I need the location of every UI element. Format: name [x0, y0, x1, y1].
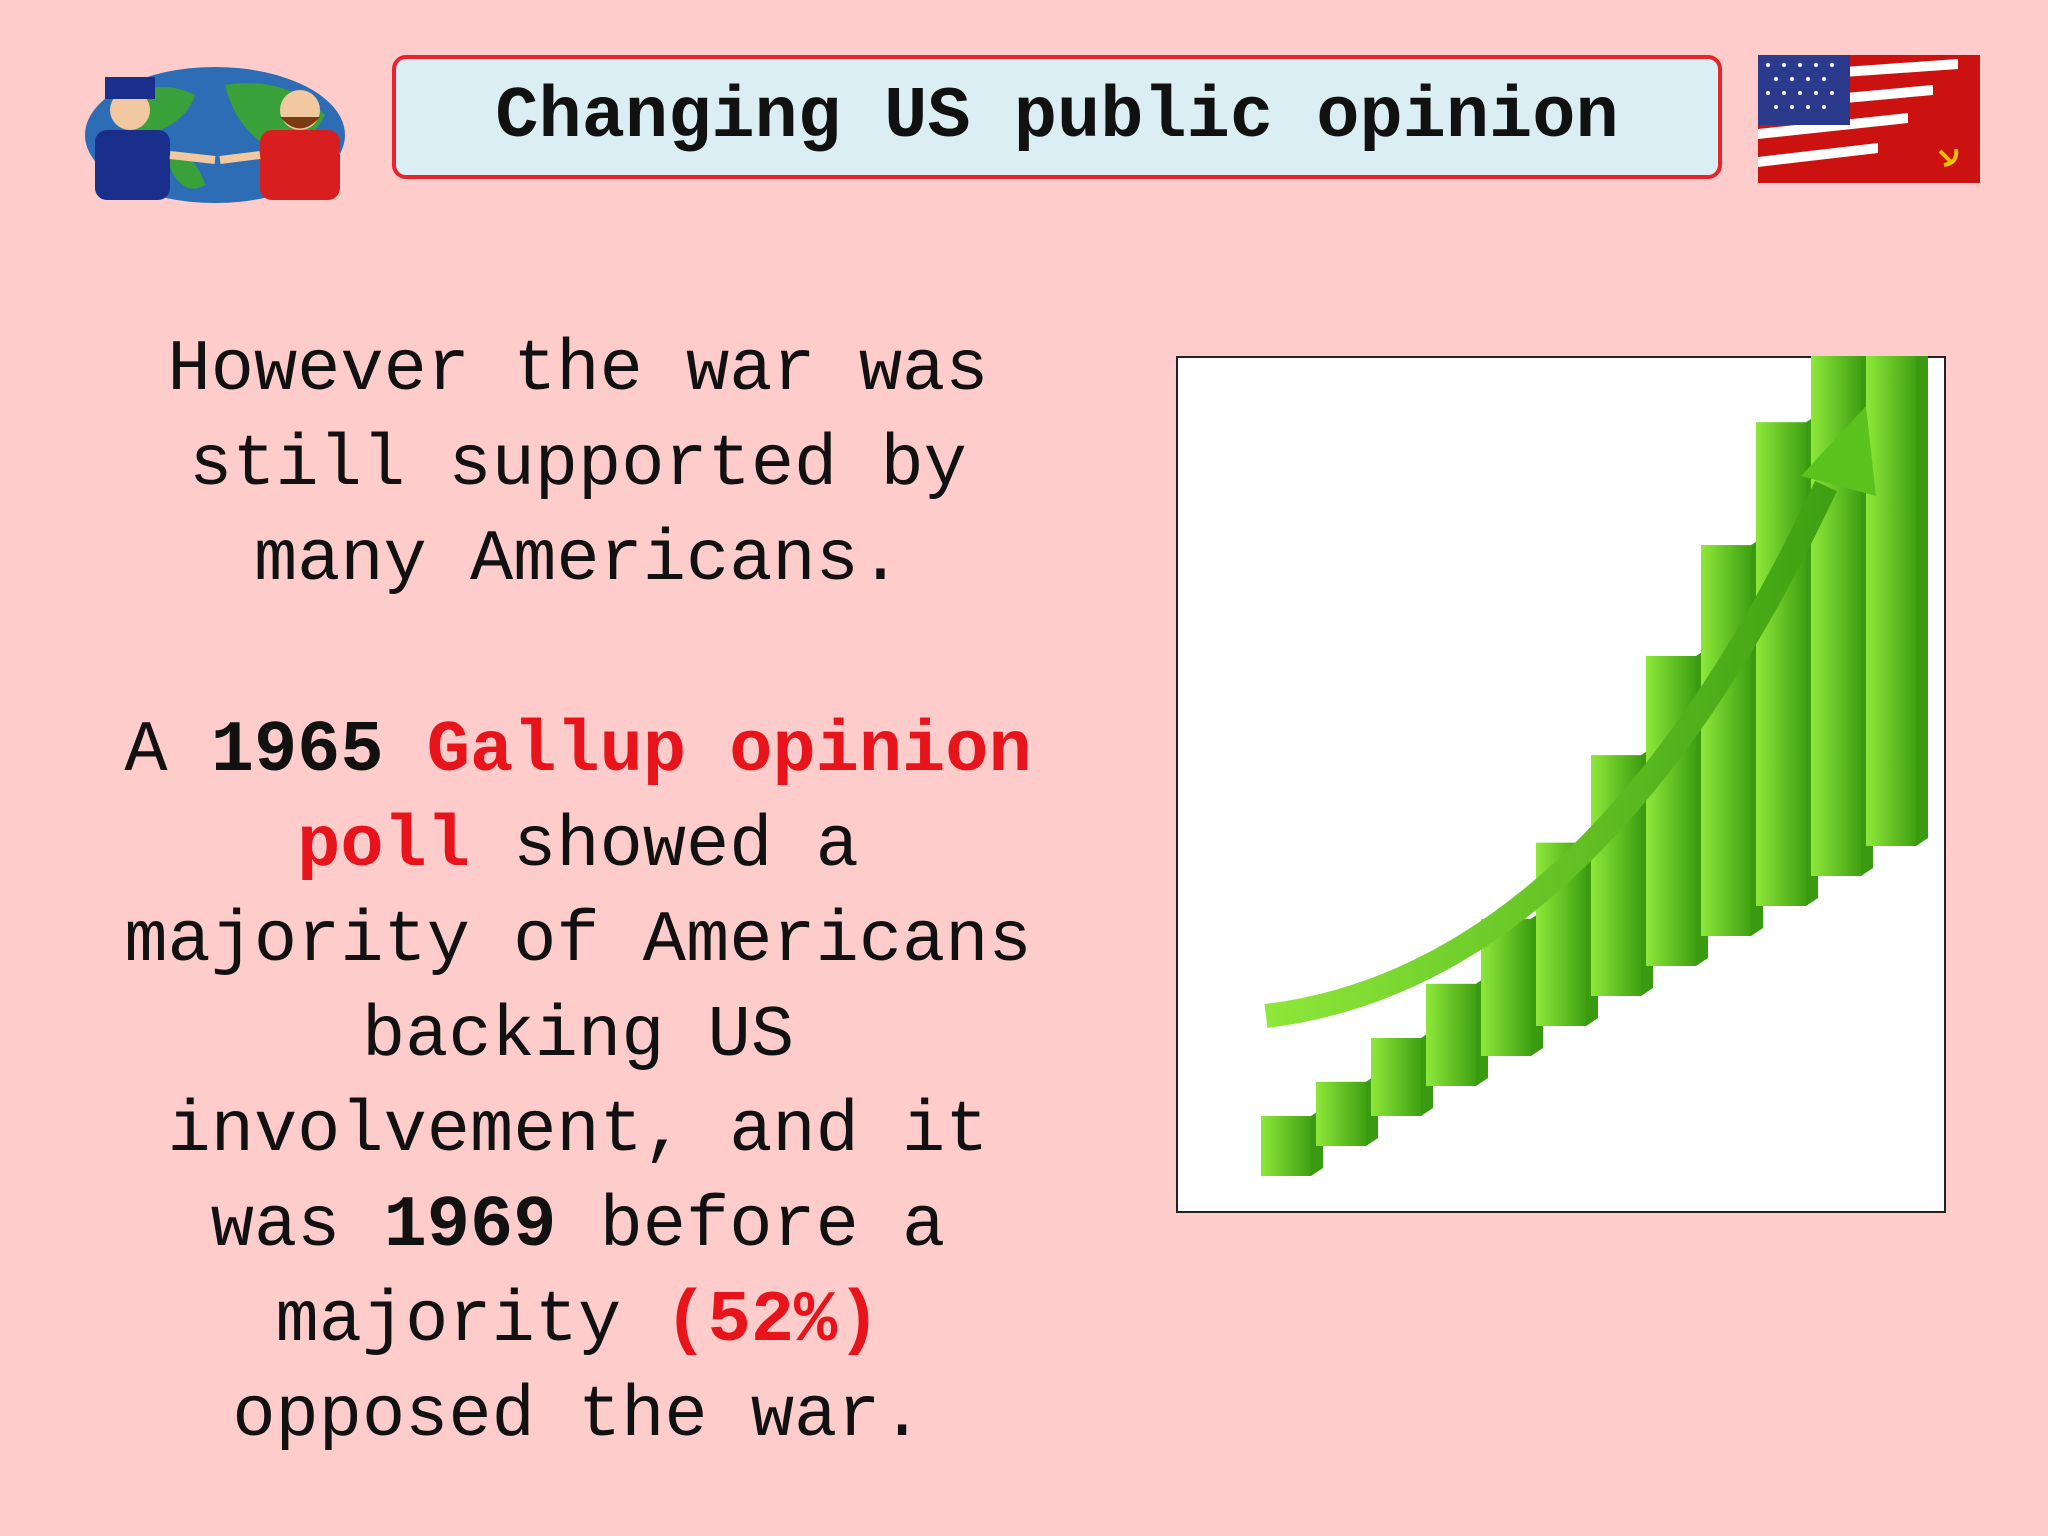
bar-illustration — [1646, 655, 1696, 966]
text-run: 1965 — [210, 710, 384, 792]
text-run: before a majority — [275, 1185, 946, 1362]
text-run: showed a majority of Americans backing U… — [124, 805, 1032, 1267]
bar-illustration — [1866, 356, 1916, 846]
paragraph: A 1965 Gallup opinion poll showed a majo… — [113, 704, 1043, 1464]
text-run: 1969 — [383, 1185, 557, 1267]
bar-illustration — [1701, 545, 1751, 936]
text-run: opposed the war. — [232, 1375, 924, 1457]
paragraph: However the war was still supported by m… — [113, 323, 1043, 608]
bar-illustration — [1316, 1081, 1366, 1146]
bar-illustration — [1371, 1037, 1421, 1116]
flags — [1758, 55, 1980, 183]
text-run: However the war was still supported by m… — [167, 329, 989, 601]
title: Changing US public opinion — [392, 55, 1722, 179]
bar-illustration — [1426, 983, 1476, 1086]
text-run — [384, 710, 427, 792]
text-run: A — [124, 710, 211, 792]
bar-illustration — [1756, 422, 1806, 906]
growth-image — [1176, 356, 1946, 1213]
bar-illustration — [1261, 1116, 1311, 1176]
globe-clipart — [85, 67, 345, 203]
text-run: (52%) — [664, 1280, 881, 1362]
bar-side — [1916, 356, 1928, 846]
text-run: Gallup opinion poll — [297, 710, 1032, 887]
